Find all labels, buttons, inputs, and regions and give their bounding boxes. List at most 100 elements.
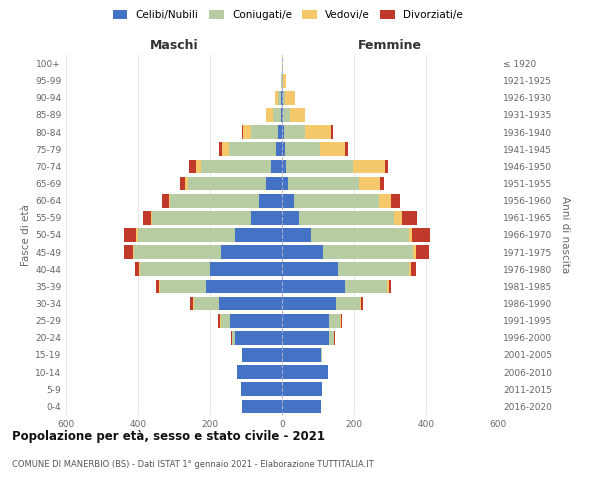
Bar bbox=[289, 176, 359, 190]
Bar bbox=[275, 142, 282, 156]
Bar bbox=[281, 108, 282, 122]
Bar bbox=[336, 296, 361, 310]
Bar bbox=[237, 366, 282, 379]
Bar bbox=[139, 262, 140, 276]
Bar bbox=[138, 228, 235, 242]
Bar bbox=[242, 126, 244, 139]
Bar bbox=[151, 211, 152, 224]
Bar bbox=[345, 280, 388, 293]
Bar bbox=[282, 211, 299, 224]
Bar bbox=[282, 280, 345, 293]
Y-axis label: Fasce di età: Fasce di età bbox=[21, 204, 31, 266]
Bar bbox=[229, 142, 275, 156]
Bar bbox=[282, 400, 321, 413]
Bar bbox=[143, 211, 151, 224]
Bar bbox=[266, 176, 282, 190]
Bar bbox=[409, 262, 411, 276]
Bar bbox=[135, 262, 139, 276]
Bar bbox=[353, 160, 385, 173]
Bar bbox=[219, 296, 282, 310]
Bar bbox=[272, 108, 281, 122]
Bar bbox=[124, 246, 133, 259]
Text: COMUNE DI MANERBIO (BS) - Dati ISTAT 1° gennaio 2021 - Elaborazione TUTTITALIA.I: COMUNE DI MANERBIO (BS) - Dati ISTAT 1° … bbox=[12, 460, 374, 469]
Bar bbox=[299, 211, 394, 224]
Bar bbox=[290, 108, 305, 122]
Bar bbox=[283, 108, 290, 122]
Bar bbox=[282, 348, 321, 362]
Bar bbox=[385, 160, 388, 173]
Bar bbox=[323, 246, 413, 259]
Bar bbox=[133, 246, 134, 259]
Bar bbox=[242, 348, 282, 362]
Bar bbox=[282, 314, 329, 328]
Bar bbox=[140, 262, 210, 276]
Text: Femmine: Femmine bbox=[358, 38, 422, 52]
Bar bbox=[282, 246, 323, 259]
Bar bbox=[282, 296, 336, 310]
Bar bbox=[412, 228, 430, 242]
Bar bbox=[251, 126, 278, 139]
Bar bbox=[231, 331, 232, 344]
Bar bbox=[416, 246, 428, 259]
Bar bbox=[282, 176, 289, 190]
Bar bbox=[338, 262, 409, 276]
Bar bbox=[411, 262, 416, 276]
Bar bbox=[284, 126, 305, 139]
Bar bbox=[379, 194, 391, 207]
Bar bbox=[241, 382, 282, 396]
Bar bbox=[329, 331, 334, 344]
Bar bbox=[344, 142, 347, 156]
Bar bbox=[235, 228, 282, 242]
Bar bbox=[134, 246, 221, 259]
Bar bbox=[283, 74, 286, 88]
Bar bbox=[196, 160, 201, 173]
Bar bbox=[242, 400, 282, 413]
Bar bbox=[282, 108, 283, 122]
Bar bbox=[160, 280, 206, 293]
Bar bbox=[359, 176, 380, 190]
Bar bbox=[286, 160, 353, 173]
Bar bbox=[282, 262, 338, 276]
Bar bbox=[210, 262, 282, 276]
Bar bbox=[361, 296, 363, 310]
Legend: Celibi/Nubili, Coniugati/e, Vedovi/e, Divorziati/e: Celibi/Nubili, Coniugati/e, Vedovi/e, Di… bbox=[113, 10, 463, 20]
Bar bbox=[188, 176, 266, 190]
Bar bbox=[281, 91, 282, 104]
Bar bbox=[283, 91, 284, 104]
Bar bbox=[124, 228, 136, 242]
Bar bbox=[321, 348, 322, 362]
Bar bbox=[282, 142, 285, 156]
Bar bbox=[136, 228, 138, 242]
Bar bbox=[162, 194, 169, 207]
Bar bbox=[285, 142, 320, 156]
Bar bbox=[282, 366, 328, 379]
Bar bbox=[278, 91, 281, 104]
Bar bbox=[278, 126, 282, 139]
Bar bbox=[388, 280, 389, 293]
Bar bbox=[190, 296, 193, 310]
Bar bbox=[232, 331, 235, 344]
Bar bbox=[156, 280, 159, 293]
Bar bbox=[220, 142, 222, 156]
Bar bbox=[282, 56, 283, 70]
Bar bbox=[413, 246, 416, 259]
Bar bbox=[282, 228, 311, 242]
Bar bbox=[201, 160, 271, 173]
Bar bbox=[394, 211, 401, 224]
Bar bbox=[282, 91, 283, 104]
Text: Popolazione per età, sesso e stato civile - 2021: Popolazione per età, sesso e stato civil… bbox=[12, 430, 325, 443]
Bar bbox=[282, 126, 284, 139]
Bar bbox=[206, 280, 282, 293]
Bar bbox=[320, 142, 344, 156]
Bar bbox=[391, 194, 400, 207]
Bar bbox=[244, 126, 251, 139]
Bar bbox=[189, 160, 196, 173]
Bar bbox=[159, 280, 160, 293]
Bar bbox=[221, 314, 230, 328]
Bar bbox=[409, 228, 412, 242]
Bar bbox=[221, 246, 282, 259]
Bar bbox=[181, 176, 185, 190]
Bar bbox=[401, 211, 416, 224]
Bar bbox=[305, 126, 331, 139]
Bar bbox=[222, 142, 229, 156]
